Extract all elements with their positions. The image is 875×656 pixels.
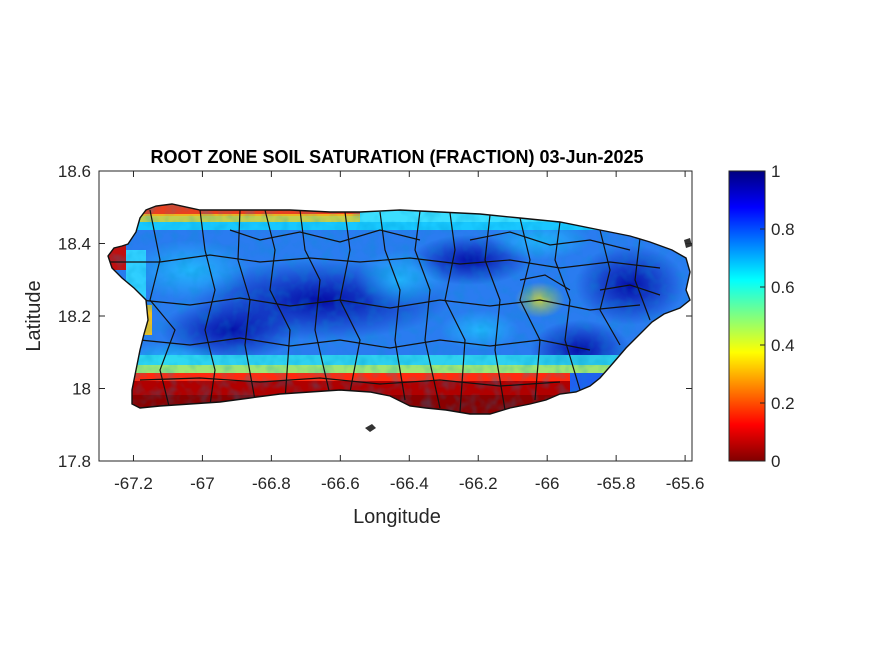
colorbar [728,170,766,462]
y-tick-label: 18.6 [58,162,91,181]
x-tick-label: -67 [190,474,215,493]
x-tick-label: -66.6 [321,474,360,493]
x-tick-label: -66 [535,474,560,493]
x-tick-label: -65.6 [666,474,705,493]
colorbar-tick-label: 0 [771,452,780,471]
x-tick-label: -66.4 [390,474,429,493]
y-tick-label: 17.8 [58,452,91,471]
y-axis: 18.6 18.4 18.2 18 17.8 [58,162,692,471]
colorbar-tick-label: 0.8 [771,220,795,239]
colorbar-tick-label: 0.6 [771,278,795,297]
colorbar-tick-label: 1 [771,162,780,181]
x-tick-label: -67.2 [114,474,153,493]
municipality-boundaries [110,209,661,413]
chart-title: ROOT ZONE SOIL SATURATION (FRACTION) 03-… [150,147,643,167]
y-tick-label: 18 [72,380,91,399]
x-axis-label: Longitude [353,506,441,528]
colorbar-tick-label: 0.2 [771,394,795,413]
y-tick-label: 18.2 [58,307,91,326]
small-islet [365,424,376,432]
y-axis-label: Latitude [23,280,45,351]
colorbar-tick-label: 0.4 [771,336,795,355]
colorbar-ticks: 1 0.8 0.6 0.4 0.2 0 [760,162,795,471]
x-tick-label: -66.2 [459,474,498,493]
y-tick-label: 18.4 [58,235,91,254]
x-axis: -67.2 -67 -66.8 -66.6 -66.4 -66.2 -66 -65.8 -65.… [114,171,704,493]
x-tick-label: -66.8 [252,474,291,493]
x-tick-label: -65.8 [597,474,636,493]
